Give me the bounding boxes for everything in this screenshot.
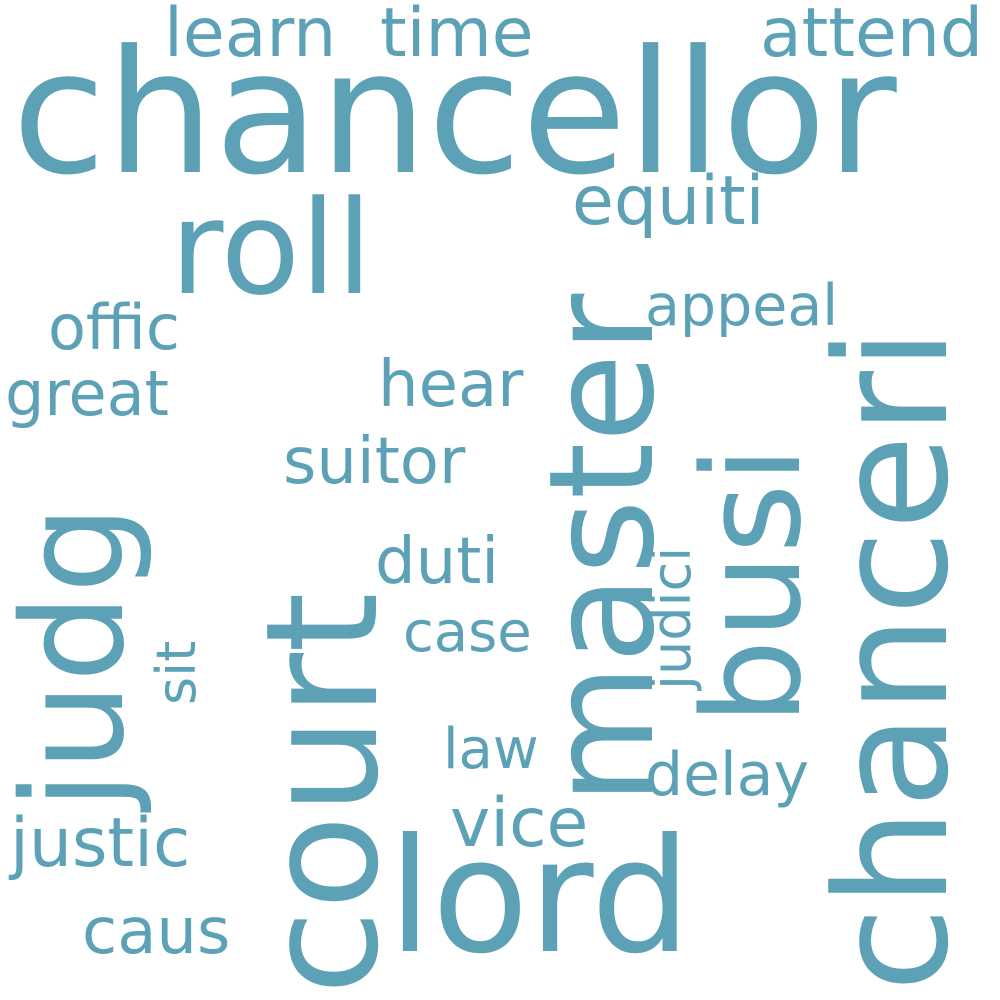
- word-justic: justic: [10, 804, 191, 883]
- word-case: case: [403, 600, 532, 665]
- word-judici: judici: [640, 546, 703, 690]
- word-attend: attend: [760, 0, 984, 73]
- word-equiti: equiti: [572, 162, 765, 241]
- word-appeal: appeal: [645, 273, 839, 339]
- word-roll: roll: [170, 172, 373, 324]
- word-time: time: [380, 0, 534, 73]
- word-vice: vice: [450, 784, 589, 863]
- word-sit: sit: [145, 640, 208, 705]
- word-chancellor: chancellor: [12, 14, 897, 213]
- word-hear: hear: [378, 348, 524, 422]
- word-duti: duti: [375, 525, 500, 599]
- word-busi: busi: [674, 445, 831, 725]
- word-chanceri: chanceri: [802, 327, 983, 992]
- word-judg: judg: [0, 504, 156, 810]
- word-great: great: [5, 357, 169, 430]
- word-learn: learn: [164, 0, 337, 73]
- word-law: law: [443, 717, 539, 782]
- word-suitor: suitor: [283, 425, 466, 499]
- word-caus: caus: [82, 895, 231, 969]
- word-court: court: [232, 592, 413, 995]
- word-offic: offic: [48, 291, 180, 364]
- word-delay: delay: [645, 740, 809, 810]
- word-lord: lord: [388, 805, 692, 989]
